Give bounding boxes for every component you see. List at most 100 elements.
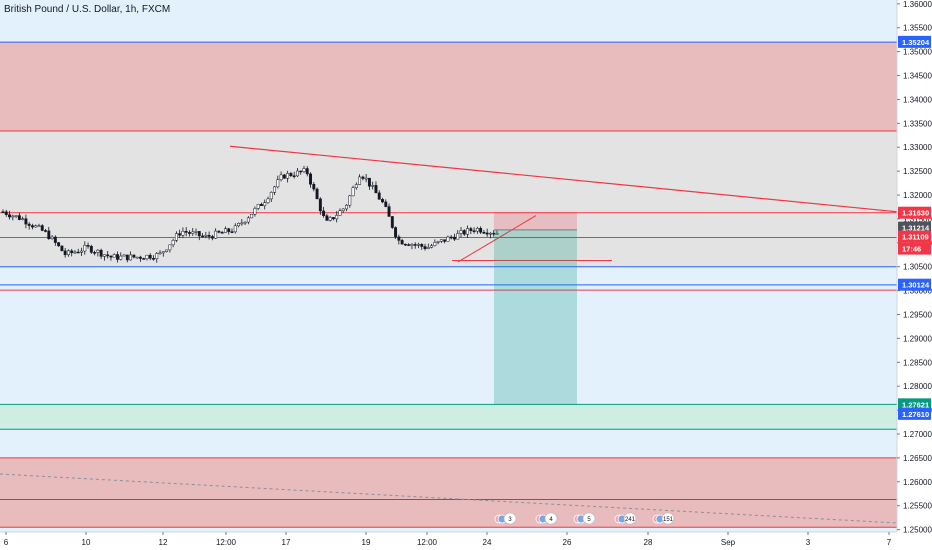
candle-down (210, 236, 214, 239)
candle-up (430, 245, 434, 248)
economic-event: 5 (573, 512, 596, 525)
price-tag: 1.35204 (898, 35, 931, 48)
candle-down (420, 244, 424, 247)
candle-up (80, 250, 83, 253)
price-tag-label: 1.30124 (902, 281, 930, 290)
candle-up (426, 247, 430, 249)
candle-up (436, 241, 440, 243)
candle-down (17, 215, 21, 220)
candle-up (351, 187, 355, 197)
time-tick-label: 12:00 (216, 538, 237, 547)
price-axis: 1.36000 1.35500 1.35000 1.34500 1.34000 1.335… (896, 0, 932, 550)
candle-down (47, 230, 51, 240)
price-tick-label: 1.31500 (903, 215, 932, 224)
candle-down (361, 176, 365, 179)
candle-down (142, 258, 146, 260)
candle-down (197, 231, 201, 237)
chart-title: British Pound / U.S. Dollar, 1h, FXCM (4, 4, 171, 15)
candle-down (407, 244, 411, 246)
candle-up (165, 249, 169, 252)
candle-up (489, 232, 492, 235)
candle-up (168, 244, 172, 251)
candle-down (413, 244, 417, 246)
price-tag: 1.27610 (898, 407, 931, 420)
price-tick-label: 1.33000 (903, 143, 932, 152)
economic-event: 151 (652, 512, 675, 525)
price-tick-label: 1.35500 (903, 24, 932, 33)
candle-down (367, 177, 371, 187)
candle-down (387, 206, 391, 217)
candle-down (325, 215, 329, 221)
event-badge (503, 512, 517, 525)
candle-down (462, 230, 466, 235)
position-target-zone (494, 229, 577, 405)
time-tick-label: 10 (82, 538, 91, 547)
candle-up (338, 210, 342, 216)
candle-down (384, 201, 388, 207)
candle-down (482, 232, 486, 234)
candle-up (302, 168, 306, 172)
candle-down (138, 256, 142, 259)
price-tick-label: 1.26500 (903, 454, 932, 463)
candle-down (403, 243, 407, 246)
candle-down (63, 250, 67, 256)
price-tag-label: 1.31630 (902, 209, 929, 218)
price-tag-label: 1.31214 (902, 224, 930, 233)
candle-down (24, 218, 28, 225)
candle-down (220, 232, 224, 234)
candle-down (57, 242, 61, 247)
candle-up (34, 225, 38, 228)
candle-up (433, 242, 437, 246)
candle-down (116, 254, 119, 260)
candle-up (240, 222, 244, 225)
candle-down (109, 255, 113, 258)
candle-up (96, 249, 100, 253)
candle-up (263, 202, 267, 206)
candle-down (390, 216, 394, 228)
price-tag: 1.31109 (898, 230, 931, 243)
candle-up (112, 254, 116, 258)
candle-down (318, 198, 322, 212)
candle-down (485, 232, 489, 235)
price-tick-label: 1.28000 (903, 382, 932, 391)
candle-down (397, 236, 401, 241)
candle-up (364, 177, 368, 180)
position-stop-zone (494, 211, 577, 230)
candle-up (250, 214, 254, 219)
price-tick-label: 1.29000 (903, 334, 932, 343)
candle-down (86, 245, 90, 247)
candle-down (315, 188, 319, 200)
candle-down (227, 228, 231, 232)
candle-down (305, 168, 309, 175)
candle-down (449, 236, 453, 239)
candle-up (246, 217, 250, 223)
candle-down (152, 258, 155, 260)
candle-up (495, 233, 499, 235)
candle-up (122, 254, 126, 257)
event-count-label: 5 (587, 517, 591, 523)
candle-up (466, 228, 470, 235)
price-tag: 17:46 (898, 242, 931, 255)
candle-down (125, 254, 129, 261)
price-tag-background (898, 206, 931, 219)
candle-up (181, 231, 185, 236)
candle-up (456, 233, 460, 240)
candle-down (374, 185, 378, 194)
economic-event: 3 (494, 512, 517, 525)
time-tick-label: Sep (721, 538, 736, 547)
event-count-label: 4 (549, 517, 553, 523)
candle-down (1, 211, 5, 213)
event-badge (544, 512, 558, 525)
candle-up (145, 254, 149, 260)
time-tick-label: 17 (282, 538, 291, 547)
candle-up (295, 170, 299, 177)
time-tick-label: 24 (483, 538, 492, 547)
candle-up (21, 218, 25, 220)
candle-up (224, 228, 227, 233)
price-tick-label: 1.32000 (903, 191, 932, 200)
candle-down (260, 204, 263, 206)
candle-down (148, 254, 152, 259)
candles (1, 165, 499, 263)
